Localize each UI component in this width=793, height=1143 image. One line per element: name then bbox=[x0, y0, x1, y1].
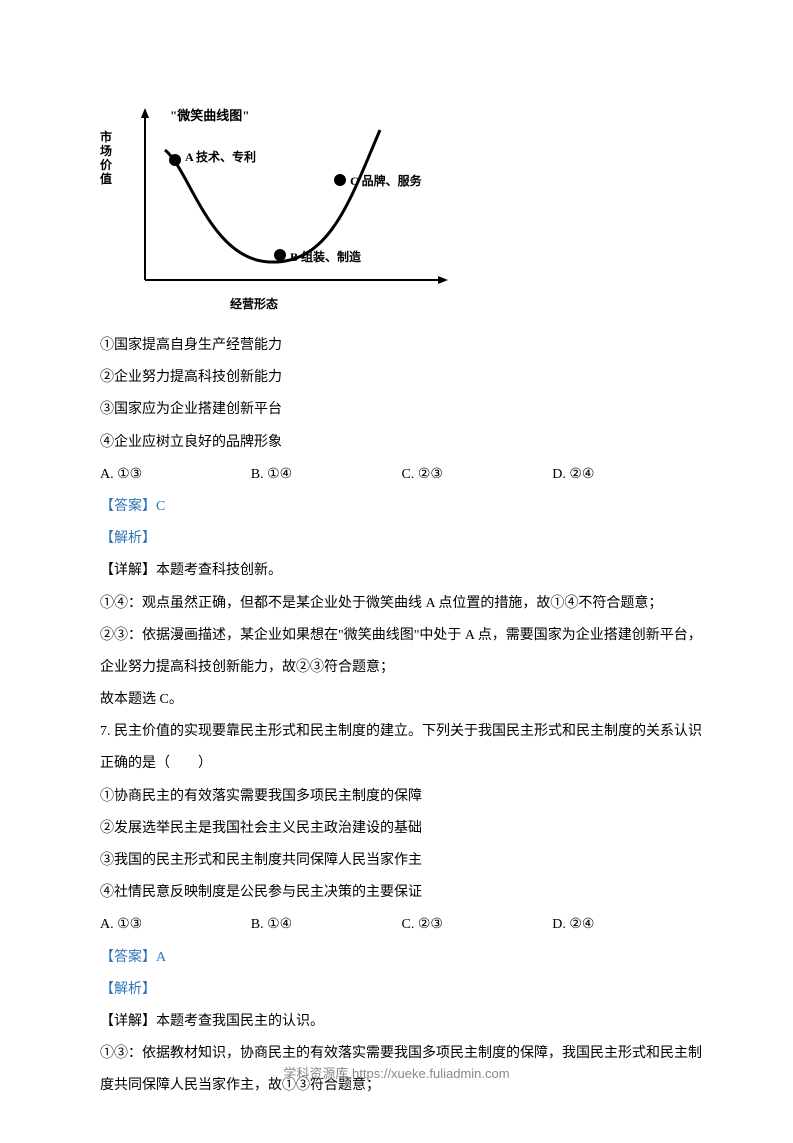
q6-choice-a: A. ①③ bbox=[100, 459, 251, 491]
q7-choice-c: C. ②③ bbox=[402, 909, 553, 941]
q7-choice-d: D. ②④ bbox=[552, 909, 703, 941]
q6-detail-3: 故本题选 C。 bbox=[100, 684, 703, 716]
y-axis-arrow bbox=[141, 108, 149, 118]
chart-svg bbox=[120, 100, 460, 300]
q7-choices: A. ①③ B. ①④ C. ②③ D. ②④ bbox=[100, 909, 703, 941]
point-b bbox=[274, 249, 286, 261]
q7-option-2: ②发展选举民主是我国社会主义民主政治建设的基础 bbox=[100, 813, 703, 845]
q7-detail-head: 【详解】本题考查我国民主的认识。 bbox=[100, 1006, 703, 1038]
q6-detail-head: 【详解】本题考查科技创新。 bbox=[100, 555, 703, 587]
q6-choice-b: B. ①④ bbox=[251, 459, 402, 491]
q6-detail-2: ②③：依据漫画描述，某企业如果想在"微笑曲线图"中处于 A 点，需要国家为企业搭… bbox=[100, 620, 703, 684]
q7-choice-a: A. ①③ bbox=[100, 909, 251, 941]
q6-detail-1: ①④：观点虽然正确，但都不是某企业处于微笑曲线 A 点位置的措施，故①④不符合题… bbox=[100, 588, 703, 620]
q7-answer: 【答案】A bbox=[100, 942, 703, 974]
q6-option-4: ④企业应树立良好的品牌形象 bbox=[100, 427, 703, 459]
q7-option-3: ③我国的民主形式和民主制度共同保障人民当家作主 bbox=[100, 845, 703, 877]
point-c-label: C 品牌、服务 bbox=[350, 172, 422, 189]
point-a bbox=[169, 154, 181, 166]
q6-analysis-label: 【解析】 bbox=[100, 523, 703, 555]
q7-option-1: ①协商民主的有效落实需要我国多项民主制度的保障 bbox=[100, 781, 703, 813]
q6-option-1: ①国家提高自身生产经营能力 bbox=[100, 330, 703, 362]
q6-option-3: ③国家应为企业搭建创新平台 bbox=[100, 394, 703, 426]
point-a-label: A 技术、专利 bbox=[185, 148, 256, 165]
y-axis-label: 市场价值 bbox=[100, 130, 116, 186]
q6-choices: A. ①③ B. ①④ C. ②③ D. ②④ bbox=[100, 459, 703, 491]
q7-choice-b: B. ①④ bbox=[251, 909, 402, 941]
page-footer: 学科资源库 https://xueke.fuliadmin.com bbox=[0, 1063, 793, 1082]
q7-option-4: ④社情民意反映制度是公民参与民主决策的主要保证 bbox=[100, 877, 703, 909]
q6-choice-d: D. ②④ bbox=[552, 459, 703, 491]
q7-stem: 7. 民主价值的实现要靠民主形式和民主制度的建立。下列关于我国民主形式和民主制度… bbox=[100, 716, 703, 780]
x-axis-label: 经营形态 bbox=[230, 295, 278, 312]
point-c bbox=[334, 174, 346, 186]
q6-answer: 【答案】C bbox=[100, 491, 703, 523]
x-axis-arrow bbox=[438, 276, 448, 284]
smile-curve-chart: 市场价值 "微笑曲线图" A 技术、专利 B 组装、制造 C 品牌、服务 经营形… bbox=[100, 100, 480, 320]
q7-analysis-label: 【解析】 bbox=[100, 974, 703, 1006]
q6-option-2: ②企业努力提高科技创新能力 bbox=[100, 362, 703, 394]
point-b-label: B 组装、制造 bbox=[290, 248, 361, 265]
q6-choice-c: C. ②③ bbox=[402, 459, 553, 491]
